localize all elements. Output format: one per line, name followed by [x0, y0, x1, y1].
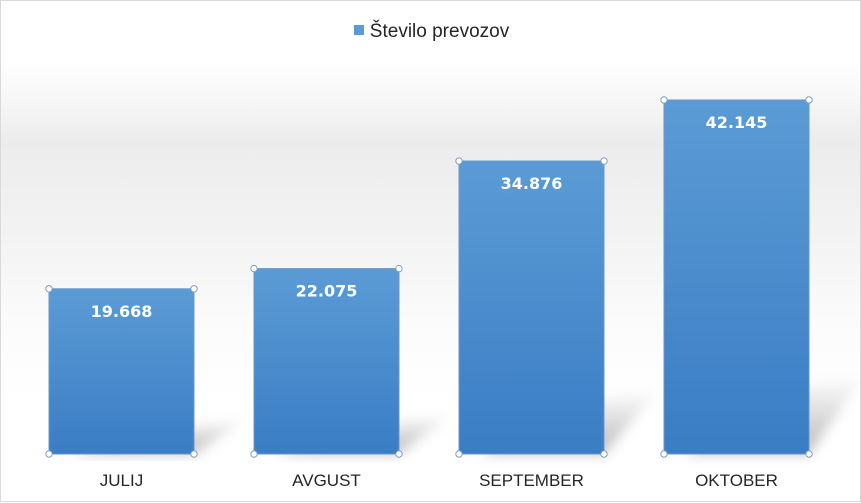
data-label: 19.668	[91, 302, 153, 321]
selection-handle[interactable]	[395, 450, 403, 458]
selection-handle[interactable]	[45, 450, 53, 458]
selection-handle[interactable]	[190, 450, 198, 458]
selection-handle[interactable]	[600, 157, 608, 165]
legend: Število prevozov	[1, 21, 861, 43]
selection-handle[interactable]	[805, 96, 813, 104]
selection-handle[interactable]	[805, 450, 813, 458]
bar-avgust[interactable]	[253, 268, 400, 455]
data-label: 22.075	[296, 282, 358, 301]
data-label: 34.876	[501, 174, 563, 193]
selection-handle[interactable]	[455, 450, 463, 458]
legend-label: Število prevozov	[369, 21, 510, 42]
selection-handle[interactable]	[250, 264, 258, 273]
selection-handle[interactable]	[660, 450, 668, 458]
selection-handle[interactable]	[45, 285, 53, 293]
selection-handle[interactable]	[660, 96, 668, 104]
bar-september[interactable]	[458, 160, 605, 455]
legend-swatch	[353, 25, 364, 35]
selection-handle[interactable]	[600, 450, 608, 458]
category-label: AVGUST	[292, 471, 361, 490]
selection-handle[interactable]	[395, 264, 403, 273]
selection-handle[interactable]	[250, 450, 258, 458]
selection-handle[interactable]	[455, 157, 463, 165]
bar-oktober[interactable]	[663, 99, 810, 455]
bar-julij[interactable]	[48, 288, 195, 455]
category-label: OKTOBER	[695, 471, 778, 490]
category-label: JULIJ	[100, 471, 143, 490]
selection-handle[interactable]	[190, 285, 198, 293]
category-label: SEPTEMBER	[479, 471, 584, 490]
data-label: 42.145	[706, 113, 768, 132]
